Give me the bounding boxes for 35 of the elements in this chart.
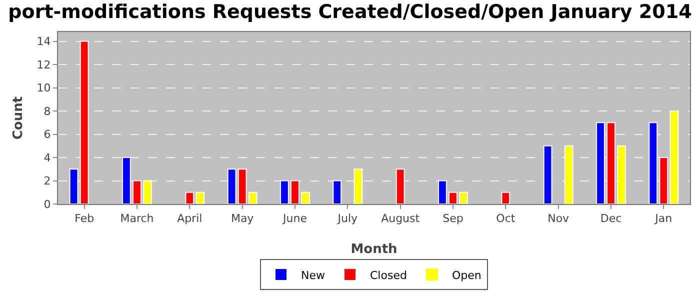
y-tick-label: 8 <box>44 104 51 118</box>
x-axis-title: Month <box>350 242 398 257</box>
legend-label: Open <box>452 268 482 282</box>
x-tick-label: May <box>230 212 254 226</box>
bar <box>196 192 205 204</box>
x-tick-label: June <box>282 212 308 226</box>
bar <box>501 192 510 204</box>
x-tick-label: Jan <box>654 212 672 226</box>
x-tick-label: Sep <box>442 212 464 226</box>
y-tick-label: 6 <box>44 128 51 142</box>
bar <box>543 145 552 204</box>
bar <box>332 180 342 204</box>
bar <box>564 145 574 204</box>
bar <box>670 110 679 204</box>
y-tick-label: 10 <box>36 82 51 95</box>
x-tick-label: April <box>177 212 202 226</box>
x-tick-label: August <box>381 212 420 226</box>
bar <box>396 168 405 204</box>
legend-label: New <box>301 268 325 282</box>
y-axis-title: Count <box>11 96 26 140</box>
legend-label: Closed <box>370 268 407 282</box>
y-tick-label: 2 <box>44 174 51 188</box>
y-tick-label: 0 <box>44 198 51 211</box>
y-tick-label: 14 <box>36 35 51 48</box>
x-tick-label: Oct <box>496 212 516 226</box>
chart-title: port-modifications Requests Created/Closed/Open January 2014 <box>8 0 692 23</box>
bar <box>185 192 194 204</box>
x-tick-label: Feb <box>74 212 94 226</box>
x-tick-label: March <box>120 212 154 226</box>
x-tick-label: Dec <box>600 212 622 226</box>
x-tick-label: Nov <box>548 212 570 226</box>
y-tick-label: 12 <box>36 58 51 72</box>
x-tick-label: July <box>336 212 358 226</box>
y-tick-label: 4 <box>44 151 51 164</box>
bar <box>354 168 363 204</box>
